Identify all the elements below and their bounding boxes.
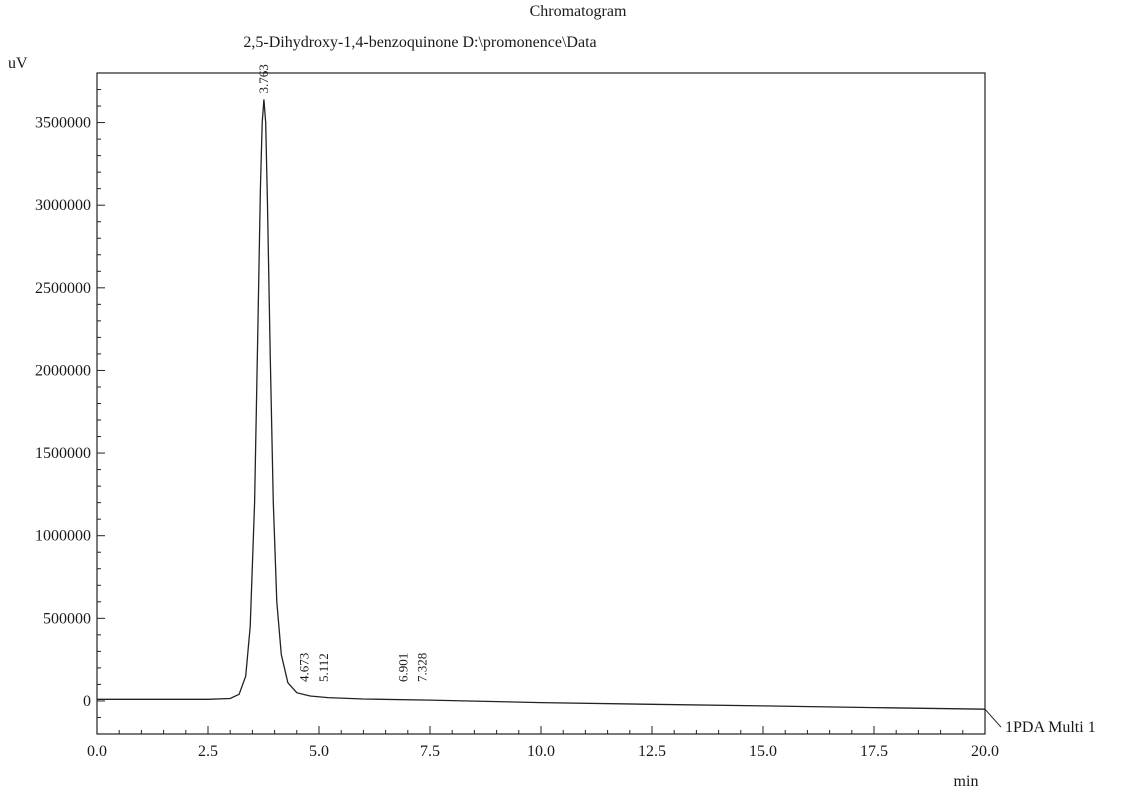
series-line (97, 99, 986, 710)
y-tick-label: 3500000 (35, 115, 91, 132)
peak-label: 7.328 (414, 653, 429, 682)
peak-label: 5.112 (316, 653, 331, 682)
y-tick-label: 2500000 (35, 280, 91, 297)
chart-subtitle: 2,5-Dihydroxy-1,4-benzoquinone D:\promon… (243, 34, 596, 51)
y-tick-label: 1000000 (35, 528, 91, 545)
x-axis-label: min (954, 773, 979, 788)
x-tick-label: 5.0 (309, 743, 329, 760)
x-tick-label: 17.5 (860, 743, 888, 760)
trace-group (97, 99, 986, 710)
peak-label: 6.901 (395, 653, 410, 682)
legend-leader-line (984, 708, 1002, 728)
chart-title: Chromatogram (530, 3, 627, 20)
x-tick-label: 10.0 (527, 743, 555, 760)
y-axis-label: uV (8, 55, 28, 72)
x-tick-label: 7.5 (420, 743, 440, 760)
y-tick-label: 2000000 (35, 362, 91, 379)
legend-series-name: 1PDA Multi 1 (1005, 719, 1096, 736)
y-tick-label: 500000 (43, 610, 91, 627)
y-tick-label: 3000000 (35, 197, 91, 214)
peak-label: 4.673 (296, 653, 311, 682)
peak-label: 3.763 (256, 64, 271, 93)
x-tick-label: 20.0 (971, 743, 999, 760)
x-tick-label: 15.0 (749, 743, 777, 760)
x-tick-label: 0.0 (87, 743, 107, 760)
legend: 1PDA Multi 1 (984, 708, 1096, 736)
y-axis-ticks: 0 500000 1000000 1500000 2000000 2500000 30000… (35, 72, 105, 735)
x-tick-label: 2.5 (198, 743, 218, 760)
plot-frame (96, 72, 986, 735)
y-tick-label: 0 (83, 693, 91, 710)
x-tick-label: 12.5 (638, 743, 666, 760)
y-tick-label: 1500000 (35, 445, 91, 462)
x-axis-ticks: 0.0 2.5 5.0 7.5 10.0 12.5 15.0 17.5 20.0 (87, 726, 999, 760)
peak-labels: 3.763 4.673 5.112 6.901 7.328 (256, 64, 429, 682)
